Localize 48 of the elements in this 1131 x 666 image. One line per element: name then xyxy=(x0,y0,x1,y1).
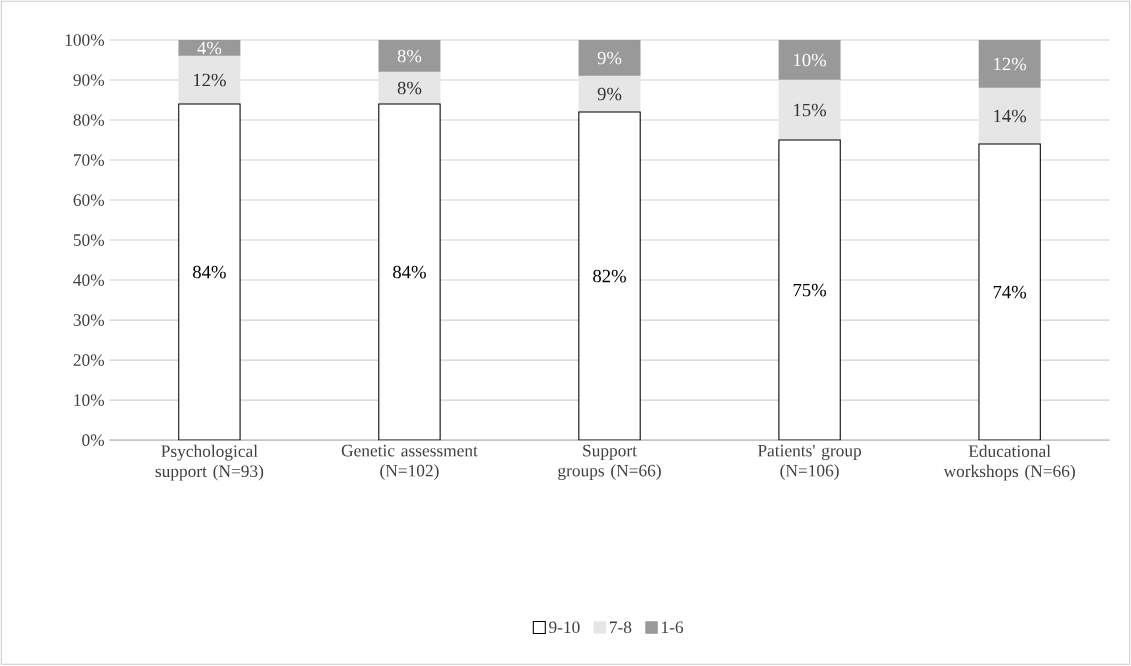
bar xyxy=(378,71,441,105)
data-label: 10% xyxy=(794,53,827,67)
bar xyxy=(978,40,1041,89)
y-tick-label: 20% xyxy=(73,354,105,367)
data-label: 12% xyxy=(994,57,1027,71)
y-tick-label: 80% xyxy=(73,114,105,127)
data-label: 12% xyxy=(193,73,226,87)
data-label: 74% xyxy=(993,285,1027,299)
y-tick-label: 100% xyxy=(65,34,105,47)
legend-label: 7-8 xyxy=(609,621,632,634)
bar xyxy=(778,139,841,441)
bar xyxy=(778,79,841,141)
x-tick-label: Psychological support (N=93) xyxy=(155,445,264,481)
x-tick-label: Support groups (N=66) xyxy=(558,445,661,481)
y-tick-label: 30% xyxy=(73,314,105,327)
y-tick-label: 0% xyxy=(82,434,105,447)
bar xyxy=(778,40,841,81)
data-label: 8% xyxy=(397,81,422,95)
legend-label: 9-10 xyxy=(549,621,580,634)
y-tick-label: 90% xyxy=(73,74,105,87)
x-tick-label: Patients' group (N=106) xyxy=(757,445,862,481)
data-label: 9% xyxy=(597,87,622,101)
y-tick-label: 60% xyxy=(73,194,105,207)
bar xyxy=(178,103,241,441)
data-label: 75% xyxy=(793,283,827,297)
x-tick-label: Genetic assessment (N=102) xyxy=(341,445,478,481)
bar xyxy=(578,111,641,441)
bar xyxy=(178,55,241,105)
data-label: 8% xyxy=(397,49,422,63)
data-label: 14% xyxy=(994,109,1027,123)
y-tick-label: 10% xyxy=(74,394,105,407)
legend-label: 1-6 xyxy=(662,621,684,634)
x-tick-label: Educational workshops (N=66) xyxy=(943,445,1075,481)
bar xyxy=(978,87,1041,145)
data-label: 4% xyxy=(197,41,222,55)
data-label: 15% xyxy=(794,103,827,117)
y-tick-label: 40% xyxy=(73,274,105,287)
bar xyxy=(378,103,441,441)
bar xyxy=(578,40,641,77)
y-tick-label: 50% xyxy=(73,234,105,247)
bar xyxy=(578,75,641,113)
bar xyxy=(378,40,441,73)
data-label: 82% xyxy=(593,269,626,283)
y-tick-label: 70% xyxy=(74,154,105,167)
bar xyxy=(978,143,1041,441)
data-label: 84% xyxy=(193,265,226,279)
data-label: 9% xyxy=(597,51,622,65)
data-label: 84% xyxy=(393,265,426,279)
